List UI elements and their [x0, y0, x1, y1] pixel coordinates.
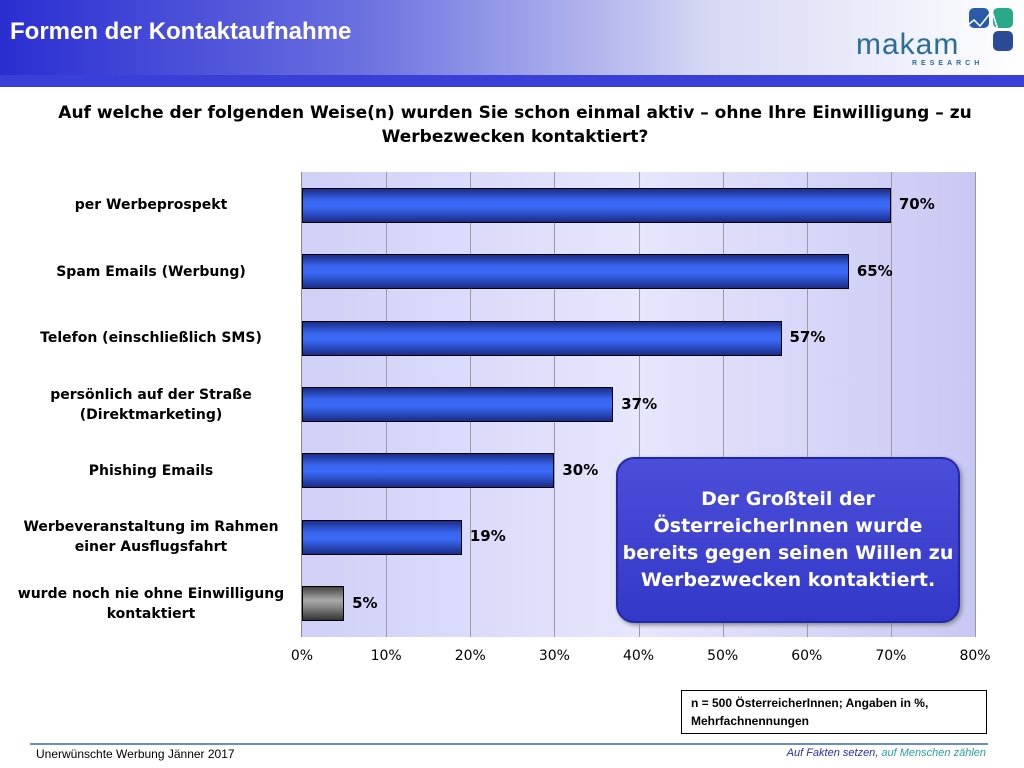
header-banner — [0, 0, 1024, 75]
x-tick-label: 30% — [538, 648, 570, 664]
x-tick-label: 40% — [622, 648, 655, 664]
category-label: Spam Emails (Werbung) — [56, 263, 246, 280]
data-label: 37% — [621, 394, 658, 413]
data-label: 70% — [898, 195, 935, 214]
x-tick-label: 10% — [370, 648, 402, 664]
slogan-part-2: auf Menschen zählen — [881, 747, 986, 759]
callout-text: Der Großteil der ÖsterreicherInnen wurde… — [622, 488, 954, 591]
footer-divider — [30, 743, 988, 745]
bar — [302, 453, 555, 489]
footer-slogan: Auf Fakten setzen, auf Menschen zählen — [787, 747, 986, 759]
x-tick-label: 50% — [707, 648, 739, 664]
data-label: 19% — [469, 527, 506, 546]
slogan-part-1: Auf Fakten setzen, — [786, 747, 879, 759]
data-label: 65% — [856, 261, 893, 280]
header-stripe — [0, 75, 1024, 87]
gridline — [890, 172, 892, 637]
category-label: per Werbeprospekt — [74, 197, 228, 214]
bar — [302, 586, 345, 622]
sample-note: n = 500 ÖsterreicherInnen; Angaben in %,… — [681, 690, 987, 734]
gridline — [638, 172, 640, 637]
category-label: Phishing Emails — [88, 462, 214, 479]
category-label: Werbeveranstaltung im Rahmen einer Ausfl… — [23, 519, 279, 556]
data-label: 30% — [562, 460, 599, 479]
bar — [302, 254, 849, 290]
chart-question: Auf welche der folgenden Weise(n) wurden… — [58, 103, 972, 147]
logo-subtitle: RESEARCH — [912, 60, 984, 67]
callout-box: Der Großteil der ÖsterreicherInnen wurde… — [616, 457, 960, 623]
x-tick-label: 80% — [959, 648, 991, 664]
gridline — [806, 172, 808, 637]
data-label: 57% — [789, 328, 826, 347]
bar — [302, 187, 891, 223]
category-label: Telefon (einschließlich SMS) — [40, 330, 262, 347]
logo-squares-icon — [963, 8, 1013, 51]
footer-left: Unerwünschte Werbung Jänner 2017 — [36, 747, 235, 761]
bar — [302, 519, 462, 555]
gridline — [722, 172, 724, 637]
x-tick-label: 20% — [454, 648, 486, 664]
category-label: wurde noch nie ohne Einwilligung kontakt… — [17, 585, 285, 622]
slide-title: Formen der Kontaktaufnahme — [10, 18, 352, 45]
logo-text: makam — [856, 28, 960, 61]
makam-logo: makam RESEARCH — [852, 6, 1022, 70]
category-label: persönlich auf der Straße (Direktmarketi… — [50, 386, 252, 423]
y-axis — [301, 172, 302, 637]
bar — [302, 320, 782, 356]
data-label: 5% — [352, 593, 378, 612]
x-tick-label: 0% — [290, 648, 314, 664]
x-tick-label: 60% — [791, 648, 823, 664]
x-tick-label: 70% — [875, 648, 907, 664]
bar — [302, 387, 614, 422]
